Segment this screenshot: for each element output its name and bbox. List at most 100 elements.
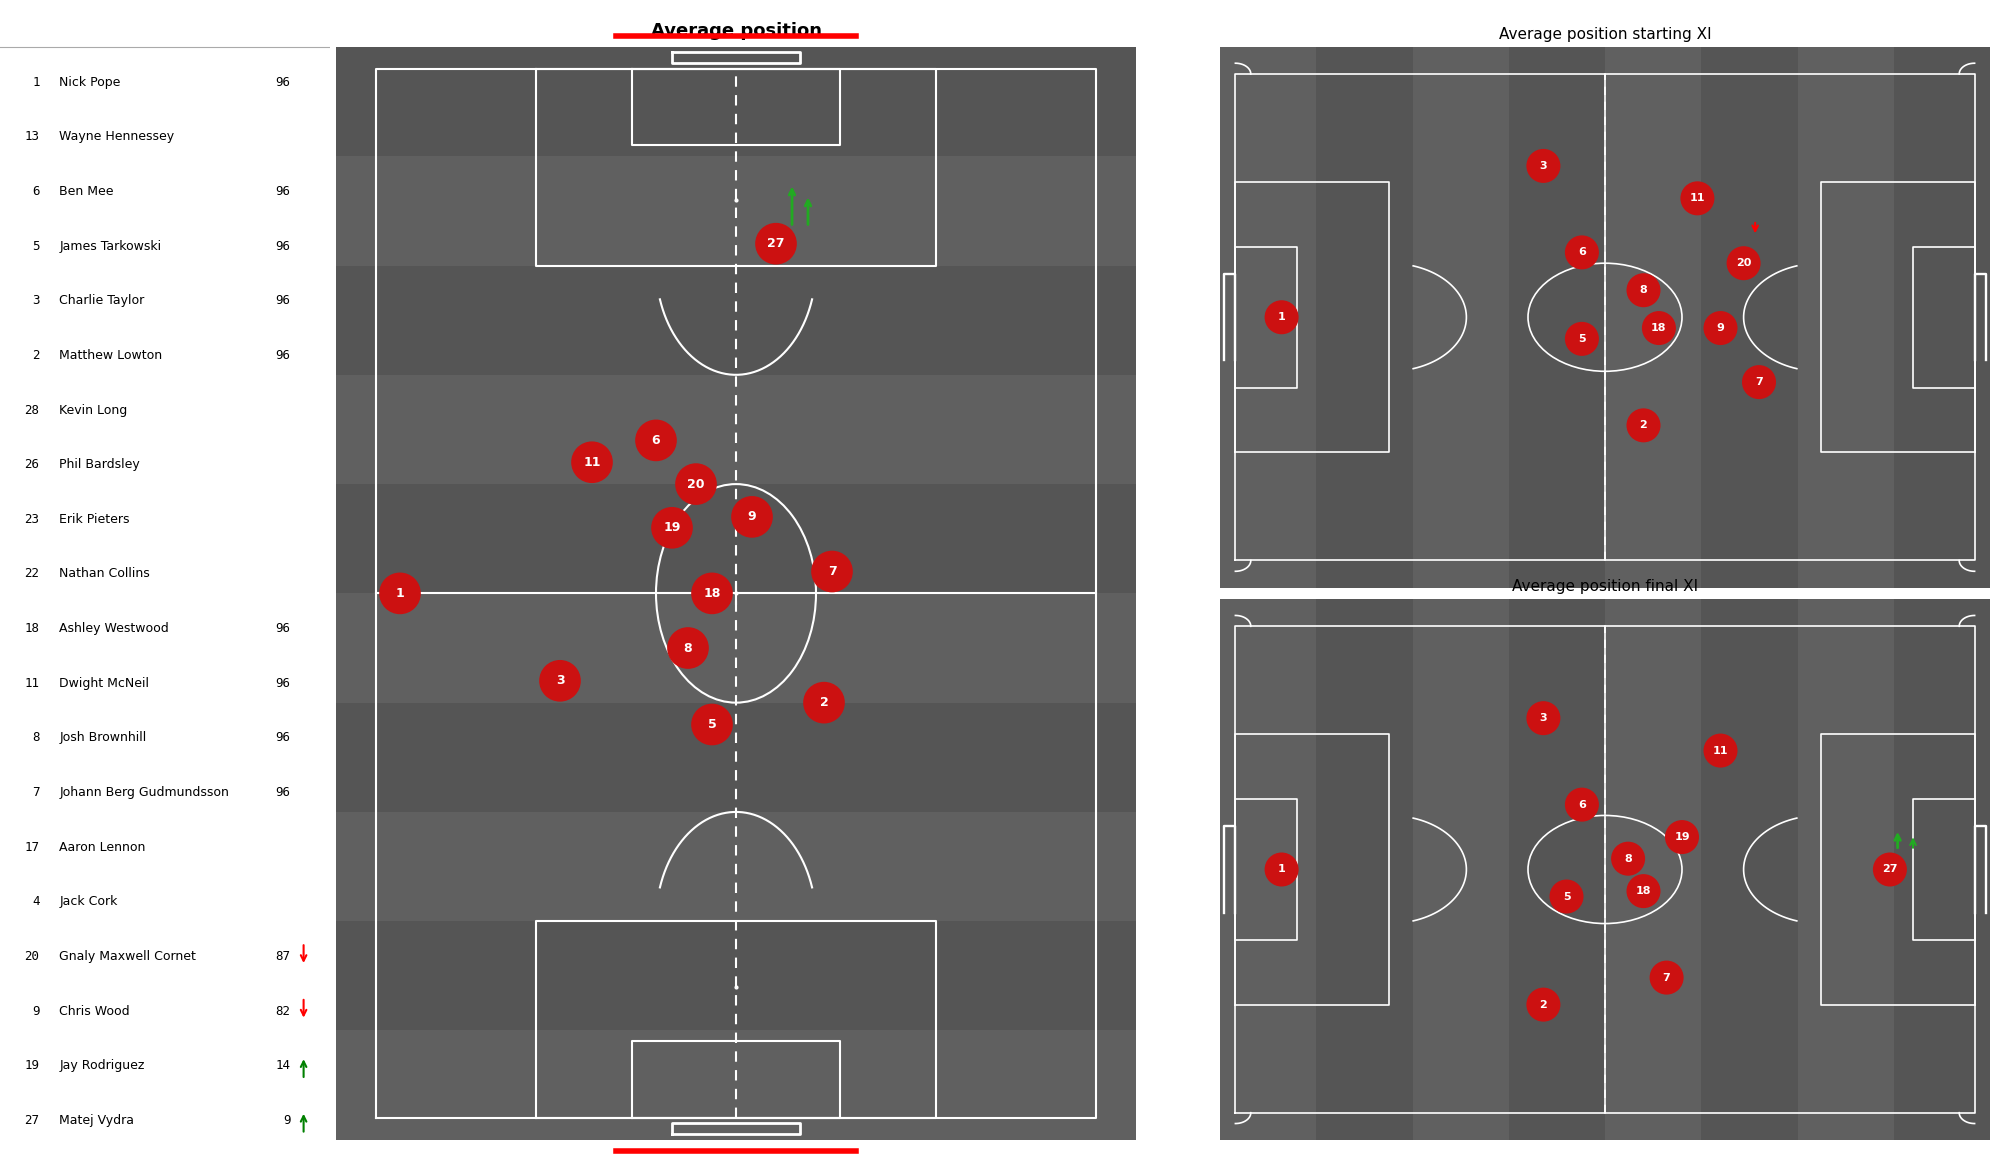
Point xyxy=(1528,995,1560,1014)
Text: 9: 9 xyxy=(32,1005,40,1018)
Text: 18: 18 xyxy=(24,622,40,636)
Text: Nathan Collins: Nathan Collins xyxy=(60,568,150,580)
Bar xyxy=(1894,599,1990,1140)
Text: Phil Bardsley: Phil Bardsley xyxy=(60,458,140,471)
Text: 82: 82 xyxy=(276,1005,290,1018)
Text: 27: 27 xyxy=(24,1114,40,1127)
Bar xyxy=(1316,599,1412,1140)
Text: 2: 2 xyxy=(32,349,40,362)
Text: 8: 8 xyxy=(684,642,692,654)
Bar xyxy=(1604,47,1702,588)
Point xyxy=(1528,709,1560,727)
Text: 6: 6 xyxy=(652,434,660,446)
Point xyxy=(696,584,728,603)
Bar xyxy=(336,47,1136,156)
Text: 6: 6 xyxy=(1578,800,1586,810)
Point xyxy=(1266,308,1298,327)
Text: 2: 2 xyxy=(1540,1000,1548,1009)
Point xyxy=(1266,860,1298,879)
Point xyxy=(1628,416,1660,435)
Text: 18: 18 xyxy=(704,586,720,600)
Point xyxy=(1666,827,1698,846)
Text: Chris Wood: Chris Wood xyxy=(60,1005,130,1018)
Point xyxy=(1682,189,1714,208)
Bar xyxy=(336,484,1136,593)
Bar xyxy=(1412,47,1508,588)
Point xyxy=(1628,881,1660,900)
Title: Average position starting XI: Average position starting XI xyxy=(1498,27,1712,41)
Text: Dwight McNeil: Dwight McNeil xyxy=(60,677,150,690)
Text: 87: 87 xyxy=(276,949,290,964)
Text: 5: 5 xyxy=(708,718,716,731)
Text: 22: 22 xyxy=(24,568,40,580)
Text: 96: 96 xyxy=(276,294,290,308)
Bar xyxy=(1604,599,1702,1140)
Text: 23: 23 xyxy=(24,512,40,526)
Text: 4: 4 xyxy=(32,895,40,908)
Point xyxy=(1642,318,1674,337)
Bar xyxy=(1412,599,1508,1140)
Point xyxy=(672,639,704,658)
Text: 19: 19 xyxy=(24,1059,40,1073)
Bar xyxy=(336,921,1136,1030)
Text: 1: 1 xyxy=(396,586,404,600)
Text: Jay Rodriguez: Jay Rodriguez xyxy=(60,1059,144,1073)
Bar xyxy=(1702,47,1798,588)
Point xyxy=(640,431,672,450)
Text: Charlie Taylor: Charlie Taylor xyxy=(60,294,144,308)
Text: 8: 8 xyxy=(32,731,40,745)
Text: 2: 2 xyxy=(820,696,828,710)
Text: 11: 11 xyxy=(1690,194,1706,203)
Point xyxy=(656,518,688,537)
Text: 7: 7 xyxy=(828,565,836,578)
Text: 96: 96 xyxy=(276,677,290,690)
Text: 13: 13 xyxy=(24,130,40,143)
Bar xyxy=(336,266,1136,375)
Text: 9: 9 xyxy=(1716,323,1724,333)
Text: Kevin Long: Kevin Long xyxy=(60,403,128,417)
Text: 18: 18 xyxy=(1652,323,1666,333)
Point xyxy=(1650,968,1682,987)
Text: Aaron Lennon: Aaron Lennon xyxy=(60,840,146,854)
Point xyxy=(808,693,840,712)
Point xyxy=(384,584,416,603)
Point xyxy=(1566,243,1598,262)
Text: 7: 7 xyxy=(32,786,40,799)
Text: 20: 20 xyxy=(1736,258,1752,268)
Text: Jack Cork: Jack Cork xyxy=(60,895,118,908)
Text: 3: 3 xyxy=(1540,161,1548,170)
Bar xyxy=(1316,47,1412,588)
Text: Matthew Lowton: Matthew Lowton xyxy=(60,349,162,362)
Text: 6: 6 xyxy=(1578,248,1586,257)
Bar xyxy=(336,375,1136,484)
Text: 3: 3 xyxy=(32,294,40,308)
Text: Erik Pieters: Erik Pieters xyxy=(60,512,130,526)
Point xyxy=(1528,156,1560,175)
Point xyxy=(544,671,576,690)
Text: 27: 27 xyxy=(1882,865,1898,874)
Text: 3: 3 xyxy=(556,674,564,687)
Bar xyxy=(1220,47,1316,588)
Text: 6: 6 xyxy=(32,184,40,199)
Text: 14: 14 xyxy=(276,1059,290,1073)
Point xyxy=(1744,372,1776,391)
Point xyxy=(1628,281,1660,300)
Bar xyxy=(1508,47,1604,588)
Text: Ashley Westwood: Ashley Westwood xyxy=(60,622,170,636)
Point xyxy=(816,562,848,580)
Text: Matej Vydra: Matej Vydra xyxy=(60,1114,134,1127)
Text: 17: 17 xyxy=(24,840,40,854)
Bar xyxy=(336,703,1136,812)
Bar xyxy=(1798,47,1894,588)
Text: 96: 96 xyxy=(276,622,290,636)
Text: 96: 96 xyxy=(276,240,290,253)
Text: Johann Berg Gudmundsson: Johann Berg Gudmundsson xyxy=(60,786,230,799)
Bar xyxy=(336,812,1136,921)
Text: 7: 7 xyxy=(1756,377,1762,387)
Text: 27: 27 xyxy=(768,237,784,250)
Text: 96: 96 xyxy=(276,786,290,799)
Text: 1: 1 xyxy=(32,75,40,89)
Text: 5: 5 xyxy=(32,240,40,253)
Text: 19: 19 xyxy=(664,522,680,535)
Text: 5: 5 xyxy=(1562,892,1570,901)
